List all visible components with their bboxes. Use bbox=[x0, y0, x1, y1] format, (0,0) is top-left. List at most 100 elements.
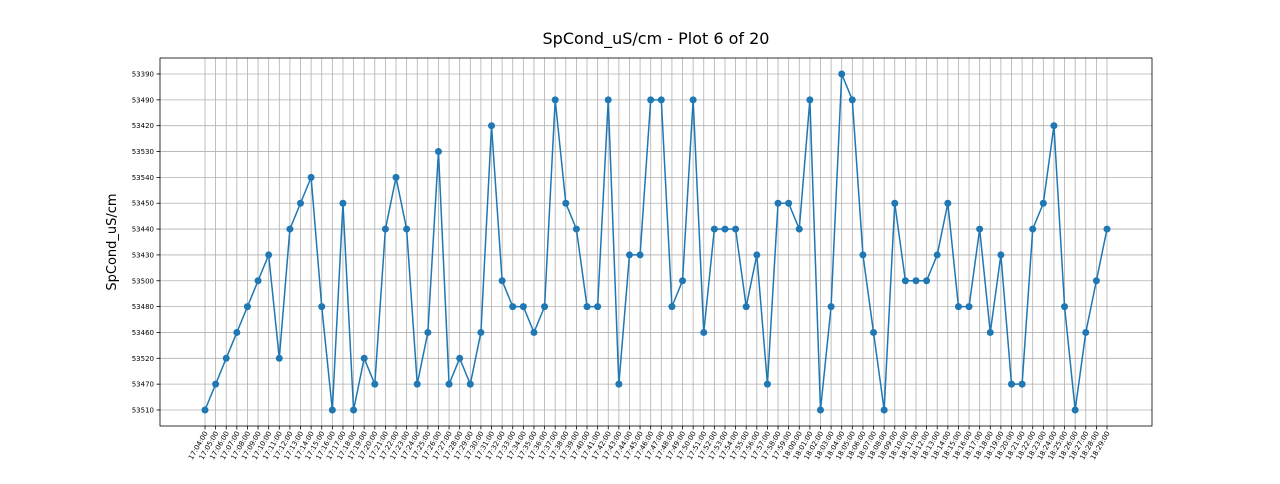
data-point bbox=[1007, 380, 1015, 388]
data-point bbox=[636, 251, 644, 259]
data-point bbox=[923, 277, 931, 285]
data-point bbox=[1039, 199, 1047, 207]
data-point bbox=[848, 96, 856, 104]
data-point bbox=[339, 199, 347, 207]
y-tick-label: 53490 bbox=[132, 96, 154, 104]
data-point bbox=[530, 328, 538, 336]
data-point bbox=[997, 251, 1005, 259]
data-point bbox=[710, 225, 718, 233]
data-point bbox=[933, 251, 941, 259]
data-point bbox=[541, 303, 549, 311]
data-point bbox=[318, 303, 326, 311]
data-point bbox=[254, 277, 262, 285]
plot-area bbox=[160, 58, 1152, 426]
data-point bbox=[328, 406, 336, 414]
data-point bbox=[806, 96, 814, 104]
data-point bbox=[583, 303, 591, 311]
plot-frame bbox=[159, 57, 1153, 427]
data-point bbox=[562, 199, 570, 207]
data-point bbox=[466, 380, 474, 388]
data-point bbox=[1082, 328, 1090, 336]
data-point bbox=[403, 225, 411, 233]
data-point bbox=[721, 225, 729, 233]
data-point bbox=[668, 303, 676, 311]
data-point bbox=[297, 199, 305, 207]
data-point bbox=[700, 328, 708, 336]
data-point bbox=[1029, 225, 1037, 233]
data-point bbox=[753, 251, 761, 259]
y-tick-label: 53540 bbox=[132, 174, 154, 182]
y-axis-label: SpCond_uS/cm bbox=[105, 193, 120, 290]
data-point bbox=[477, 328, 485, 336]
data-point bbox=[360, 354, 368, 362]
data-point bbox=[1103, 225, 1111, 233]
data-point bbox=[657, 96, 665, 104]
data-point bbox=[434, 148, 442, 156]
data-point bbox=[763, 380, 771, 388]
data-point bbox=[838, 70, 846, 78]
data-point bbox=[870, 328, 878, 336]
data-point bbox=[413, 380, 421, 388]
data-point bbox=[827, 303, 835, 311]
data-point bbox=[488, 122, 496, 130]
data-point bbox=[350, 406, 358, 414]
y-tick-label: 53450 bbox=[132, 200, 154, 208]
data-point bbox=[286, 225, 294, 233]
y-tick-label: 53430 bbox=[132, 251, 154, 259]
y-tick-label: 53500 bbox=[132, 277, 154, 285]
data-point bbox=[498, 277, 506, 285]
data-point bbox=[424, 328, 432, 336]
data-point bbox=[594, 303, 602, 311]
y-tick-label: 53460 bbox=[132, 329, 154, 337]
data-point bbox=[954, 303, 962, 311]
data-point bbox=[625, 251, 633, 259]
data-point bbox=[265, 251, 273, 259]
data-point bbox=[944, 199, 952, 207]
y-tick-label: 53520 bbox=[132, 355, 154, 363]
data-point bbox=[243, 303, 251, 311]
y-tick-label: 53420 bbox=[132, 122, 154, 130]
data-point bbox=[615, 380, 623, 388]
data-point bbox=[976, 225, 984, 233]
data-point bbox=[456, 354, 464, 362]
data-point bbox=[880, 406, 888, 414]
data-point bbox=[986, 328, 994, 336]
data-point bbox=[392, 173, 400, 181]
y-tick-label: 53470 bbox=[132, 381, 154, 389]
data-point bbox=[679, 277, 687, 285]
data-point bbox=[1071, 406, 1079, 414]
y-tick-label: 53510 bbox=[132, 407, 154, 415]
y-tick-label: 53390 bbox=[132, 71, 154, 79]
y-tick-label: 53440 bbox=[132, 226, 154, 234]
data-point bbox=[689, 96, 697, 104]
data-point bbox=[1018, 380, 1026, 388]
data-point bbox=[381, 225, 389, 233]
data-point bbox=[445, 380, 453, 388]
data-point bbox=[816, 406, 824, 414]
data-point bbox=[785, 199, 793, 207]
data-point bbox=[604, 96, 612, 104]
series-line bbox=[204, 73, 1108, 411]
data-point bbox=[222, 354, 230, 362]
data-point bbox=[891, 199, 899, 207]
data-point bbox=[1061, 303, 1069, 311]
y-tick-label: 53480 bbox=[132, 303, 154, 311]
data-point bbox=[1092, 277, 1100, 285]
data-point bbox=[551, 96, 559, 104]
chart-title: SpCond_uS/cm - Plot 6 of 20 bbox=[543, 29, 770, 49]
data-point bbox=[912, 277, 920, 285]
data-point bbox=[859, 251, 867, 259]
data-point bbox=[774, 199, 782, 207]
data-point bbox=[795, 225, 803, 233]
data-point bbox=[965, 303, 973, 311]
data-point bbox=[212, 380, 220, 388]
y-tick-label: 53530 bbox=[132, 148, 154, 156]
data-point bbox=[307, 173, 315, 181]
data-point bbox=[509, 303, 517, 311]
data-point bbox=[572, 225, 580, 233]
data-point bbox=[201, 406, 209, 414]
data-point bbox=[371, 380, 379, 388]
data-point bbox=[233, 328, 241, 336]
data-point bbox=[1050, 122, 1058, 130]
